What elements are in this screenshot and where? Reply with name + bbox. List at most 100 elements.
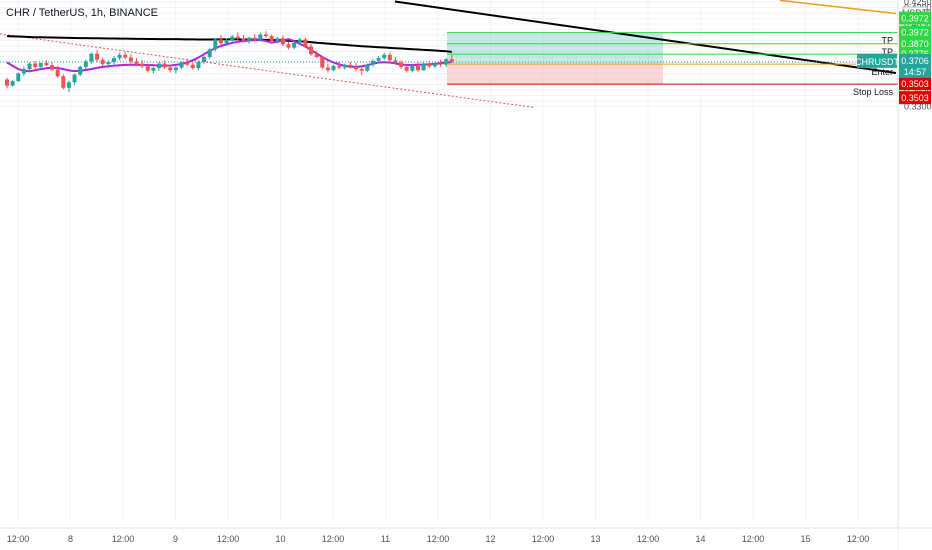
candle (27, 62, 32, 73)
candle-body (218, 39, 223, 44)
level-label-stop: Stop Loss (853, 87, 894, 97)
tp-price-badge-text: 0.3972 (901, 14, 929, 24)
candle (151, 66, 156, 74)
candle-body (140, 63, 145, 67)
candle (162, 60, 167, 70)
candle (269, 34, 274, 43)
time-tick-label: 12:00 (112, 534, 135, 544)
candle (33, 61, 38, 70)
candle-body (173, 67, 178, 71)
candle-body (151, 68, 156, 71)
candle (10, 80, 15, 87)
tp-price-badge (899, 36, 931, 50)
candle-body (269, 36, 274, 42)
candle-body (438, 63, 443, 65)
candle (331, 64, 336, 72)
candles (5, 31, 454, 93)
candle (325, 63, 330, 73)
loss-zone (447, 64, 663, 85)
trendlines[interactable] (0, 0, 897, 109)
candle-body (44, 63, 49, 66)
candle-body (213, 39, 218, 50)
time-tick-label: 12:00 (322, 534, 345, 544)
candle-body (370, 60, 375, 65)
candle-body (241, 38, 246, 41)
candle-body (33, 63, 38, 67)
candle (61, 74, 66, 90)
time-tick-label: 12:00 (217, 534, 240, 544)
candle (337, 61, 342, 70)
candle-body (275, 38, 280, 42)
candle-body (280, 38, 285, 45)
price-tick-label: 0.3300 (904, 102, 932, 112)
candle (309, 43, 314, 56)
candle-body (393, 60, 398, 63)
tp-price-badge (899, 11, 931, 25)
candle (78, 65, 83, 77)
candle (66, 80, 71, 93)
candle-body (123, 54, 128, 58)
candle (179, 61, 184, 70)
candle-body (134, 61, 139, 64)
candle-body (303, 39, 308, 47)
time-tick-label: 12 (485, 534, 495, 544)
candle (83, 59, 88, 70)
candle-body (235, 36, 240, 39)
candle-body (38, 63, 43, 67)
candle-body (415, 65, 420, 71)
candle (370, 59, 375, 67)
candle (432, 62, 437, 68)
candle-body (252, 37, 257, 40)
candle-body (410, 65, 415, 71)
candle-body (427, 63, 432, 67)
candle-body (292, 42, 297, 48)
stop-price-badge-alt-text: 0.3503 (901, 93, 929, 103)
trendline-black[interactable] (394, 0, 897, 74)
time-tick-label: 13 (590, 534, 600, 544)
candle (303, 37, 308, 49)
time-tick-label: 15 (800, 534, 810, 544)
time-tick-label: 12:00 (742, 534, 765, 544)
time-tick-label: 9 (173, 534, 178, 544)
candle (95, 49, 100, 62)
candle-body (320, 57, 325, 68)
candle (444, 58, 449, 67)
tp-price-badge (899, 25, 931, 39)
candle (275, 36, 280, 44)
time-tick-label: 12:00 (7, 534, 30, 544)
time-tick-label: 11 (381, 534, 390, 544)
candle (117, 52, 122, 61)
candle (286, 41, 291, 50)
candle-body (190, 64, 195, 68)
time-tick-label: 12:00 (637, 534, 660, 544)
tp-price-badge-text: 0.3870 (901, 39, 929, 49)
candle (55, 65, 60, 78)
candle (410, 64, 415, 73)
trendline-orange[interactable] (779, 0, 897, 15)
stop-price-badge-alt (899, 91, 931, 105)
candle (235, 32, 240, 41)
candle-body (72, 74, 77, 83)
candle (252, 33, 257, 42)
candle-body (224, 39, 229, 44)
stop-price-badge-text: 0.3503 (901, 79, 929, 89)
candle (247, 36, 252, 44)
symbol-tag-text: CHRUSDT (855, 57, 900, 67)
candle-body (404, 66, 409, 71)
candle-body (297, 39, 302, 43)
candle (280, 35, 285, 46)
candle-body (399, 62, 404, 67)
candle (258, 32, 263, 42)
candle (438, 59, 443, 67)
candle (168, 64, 173, 73)
time-axis[interactable]: 12:00 8 12:00 9 12:00 10 12:00 11 12:00 12 12:00 13… (0, 527, 932, 550)
candle-body (66, 82, 71, 88)
candle-body (78, 66, 83, 75)
candle-body (157, 63, 162, 68)
candle (89, 52, 94, 64)
candle-body (61, 76, 66, 88)
candle-body (449, 59, 454, 62)
candle (382, 52, 387, 61)
candle-body (202, 57, 207, 62)
